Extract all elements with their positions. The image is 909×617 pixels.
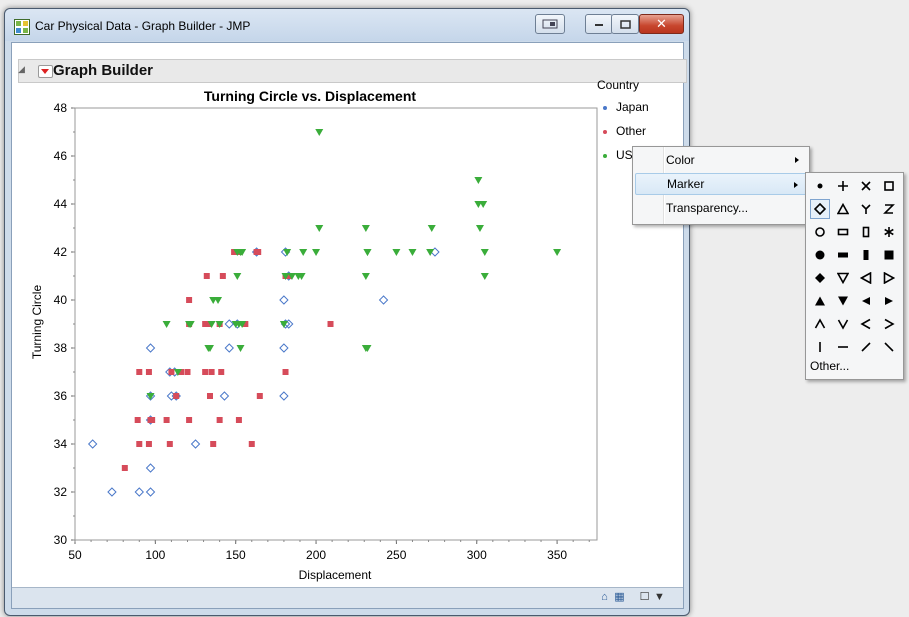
marker-hline-icon[interactable]	[833, 337, 853, 357]
marker-z-icon[interactable]	[879, 199, 899, 219]
legend-label: Japan	[616, 100, 649, 114]
legend-item-japan[interactable]: Japan	[603, 100, 649, 114]
dropdown-icon[interactable]: ▼	[654, 591, 665, 603]
marker-triangle-down-icon[interactable]	[833, 291, 853, 311]
marker-triangle-right-open-icon[interactable]	[879, 268, 899, 288]
marker-slash-icon[interactable]	[856, 337, 876, 357]
marker-submenu: Other...	[805, 172, 904, 380]
red-triangle-menu-icon[interactable]	[38, 65, 53, 78]
legend-item-other[interactable]: Other	[603, 124, 646, 138]
marker-other-option[interactable]: Other...	[810, 359, 850, 373]
marker-y-icon[interactable]	[856, 199, 876, 219]
marker-triangle-down-open-icon[interactable]	[833, 268, 853, 288]
maximize-icon	[619, 19, 631, 29]
marker-rect-h-icon[interactable]	[833, 245, 853, 265]
window-tile-icon	[542, 19, 558, 29]
marker-vline-icon[interactable]	[810, 337, 830, 357]
marker-rect-v-icon[interactable]	[856, 245, 876, 265]
marker-triangle-open-icon[interactable]	[833, 199, 853, 219]
menu-item-transparency[interactable]: Transparency...	[666, 201, 749, 215]
menu-item-marker[interactable]: Marker	[635, 173, 807, 195]
marker-triangle-left-icon[interactable]	[856, 291, 876, 311]
marker-square-icon[interactable]	[879, 245, 899, 265]
legend-label: Other	[616, 124, 647, 138]
jmp-app-icon	[14, 19, 30, 35]
marker-rect-v-open-icon[interactable]	[856, 222, 876, 242]
outline-title: Graph Builder	[53, 62, 154, 79]
legend-dot	[603, 129, 607, 134]
marker-square-open-icon[interactable]	[879, 176, 899, 196]
marker-diamond-icon[interactable]	[810, 268, 830, 288]
marker-diamond-open-icon[interactable]	[810, 199, 830, 219]
marker-caret-up-icon[interactable]	[810, 314, 830, 334]
context-menu: Color Marker Transparency...	[632, 146, 810, 225]
marker-caret-left-icon[interactable]	[856, 314, 876, 334]
marker-caret-down-icon[interactable]	[833, 314, 853, 334]
marker-circle-open-icon[interactable]	[810, 222, 830, 242]
report-area: ◢ Graph Builder ⌂ ▦ ☐ ▼	[11, 42, 687, 609]
graph-builder-window: Car Physical Data - Graph Builder - JMP …	[4, 8, 690, 616]
marker-asterisk-icon[interactable]	[879, 222, 899, 242]
marker-rect-h-open-icon[interactable]	[833, 222, 853, 242]
minimize-button[interactable]	[585, 14, 613, 34]
legend-dot	[603, 105, 607, 110]
minimize-icon	[595, 24, 603, 26]
menu-item-color[interactable]: Color	[635, 149, 807, 171]
marker-dot-icon[interactable]	[810, 176, 830, 196]
marker-triangle-right-icon[interactable]	[879, 291, 899, 311]
window-title: Car Physical Data - Graph Builder - JMP	[35, 19, 251, 33]
graph-builder-outline[interactable]: ◢ Graph Builder	[18, 59, 687, 83]
status-bar: ⌂ ▦ ☐ ▼	[12, 587, 683, 608]
close-button[interactable]: ✕	[639, 14, 684, 34]
legend-title: Country	[597, 78, 640, 92]
marker-triangle-left-open-icon[interactable]	[856, 268, 876, 288]
close-icon: ✕	[656, 16, 667, 31]
disclosure-icon[interactable]: ◢	[18, 64, 25, 74]
marker-backslash-icon[interactable]	[879, 337, 899, 357]
title-bar[interactable]: Car Physical Data - Graph Builder - JMP …	[5, 9, 689, 41]
table-icon[interactable]: ▦	[614, 591, 625, 603]
marker-triangle-up-icon[interactable]	[810, 291, 830, 311]
submenu-arrow-icon	[795, 157, 799, 163]
submenu-arrow-icon	[794, 182, 798, 188]
marker-x-icon[interactable]	[856, 176, 876, 196]
marker-circle-icon[interactable]	[810, 245, 830, 265]
window-tile-button[interactable]	[535, 14, 565, 34]
marker-plus-icon[interactable]	[833, 176, 853, 196]
checkbox-icon[interactable]: ☐	[639, 591, 650, 603]
marker-caret-right-icon[interactable]	[879, 314, 899, 334]
home-icon[interactable]: ⌂	[601, 591, 608, 603]
legend-dot	[603, 153, 607, 158]
maximize-button[interactable]	[611, 14, 639, 34]
